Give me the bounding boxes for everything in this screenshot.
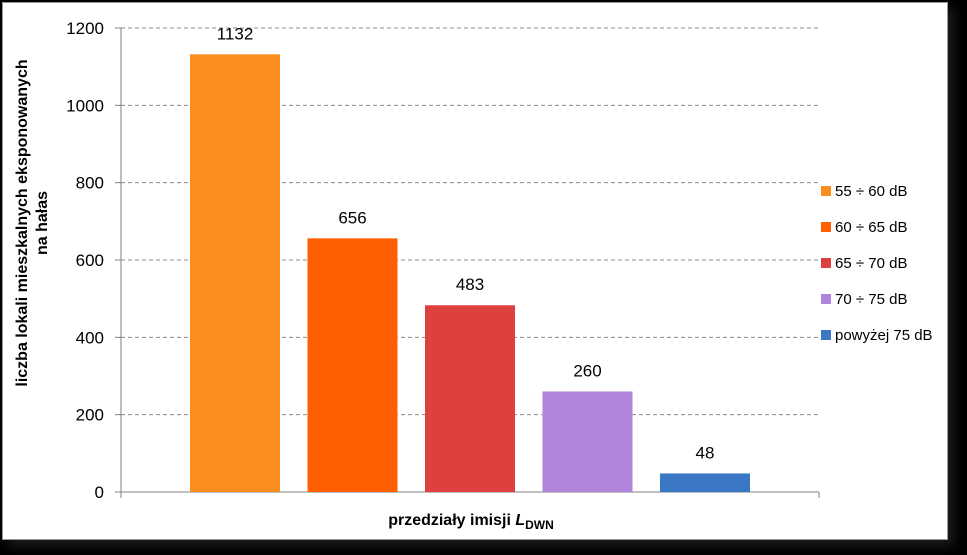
data-label: 483 (456, 275, 484, 294)
bar (660, 473, 750, 492)
x-axis-title-main: przedziały imisji (388, 512, 515, 529)
data-label: 48 (696, 443, 715, 462)
legend-swatch (821, 330, 831, 340)
data-label: 260 (573, 361, 601, 380)
legend-swatch (821, 258, 831, 268)
legend-label: powyżej 75 dB (835, 327, 933, 344)
bar (425, 305, 515, 492)
data-label: 1132 (217, 24, 254, 43)
legend: 55 ÷ 60 dB 60 ÷ 65 dB 65 ÷ 70 dB 70 ÷ 75 dB… (821, 183, 933, 344)
legend-label: 55 ÷ 60 dB (835, 183, 907, 200)
x-axis-title-sub: DWN (525, 518, 554, 532)
bars (190, 54, 750, 492)
y-tick-label: 1000 (66, 96, 104, 115)
x-axis-title: przedziały imisji LDWN (388, 512, 554, 532)
legend-label: 60 ÷ 65 dB (835, 219, 907, 236)
y-tick-label: 0 (95, 483, 104, 502)
y-tick-label: 600 (76, 251, 104, 270)
legend-label: 70 ÷ 75 dB (835, 291, 907, 308)
y-tick-label: 400 (76, 328, 104, 347)
bar-chart: 1132 656 483 260 48 0 200 400 600 800 1000 1200 li… (14, 19, 933, 532)
data-labels: 1132 656 483 260 48 (217, 24, 715, 462)
x-axis-title-var: L (515, 512, 525, 529)
bar (190, 54, 280, 492)
y-axis-title-line1: liczba lokali mieszkalnych eksponowanych (14, 59, 31, 386)
legend-label: 65 ÷ 70 dB (835, 255, 907, 272)
data-label: 656 (338, 208, 366, 227)
legend-swatch (821, 222, 831, 232)
chart-frame: 1132 656 483 260 48 0 200 400 600 800 1000 1200 li… (2, 2, 948, 540)
y-tick-label: 800 (76, 174, 104, 193)
bar (542, 391, 633, 492)
bar (307, 238, 398, 492)
y-axis-title-line2: na hałas (34, 191, 51, 255)
y-tick-label: 200 (76, 406, 104, 425)
legend-swatch (821, 294, 831, 304)
gridlines (121, 27, 819, 416)
y-tick-labels: 0 200 400 600 800 1000 1200 (66, 19, 104, 502)
y-tick-label: 1200 (66, 19, 104, 38)
legend-swatch (821, 186, 831, 196)
